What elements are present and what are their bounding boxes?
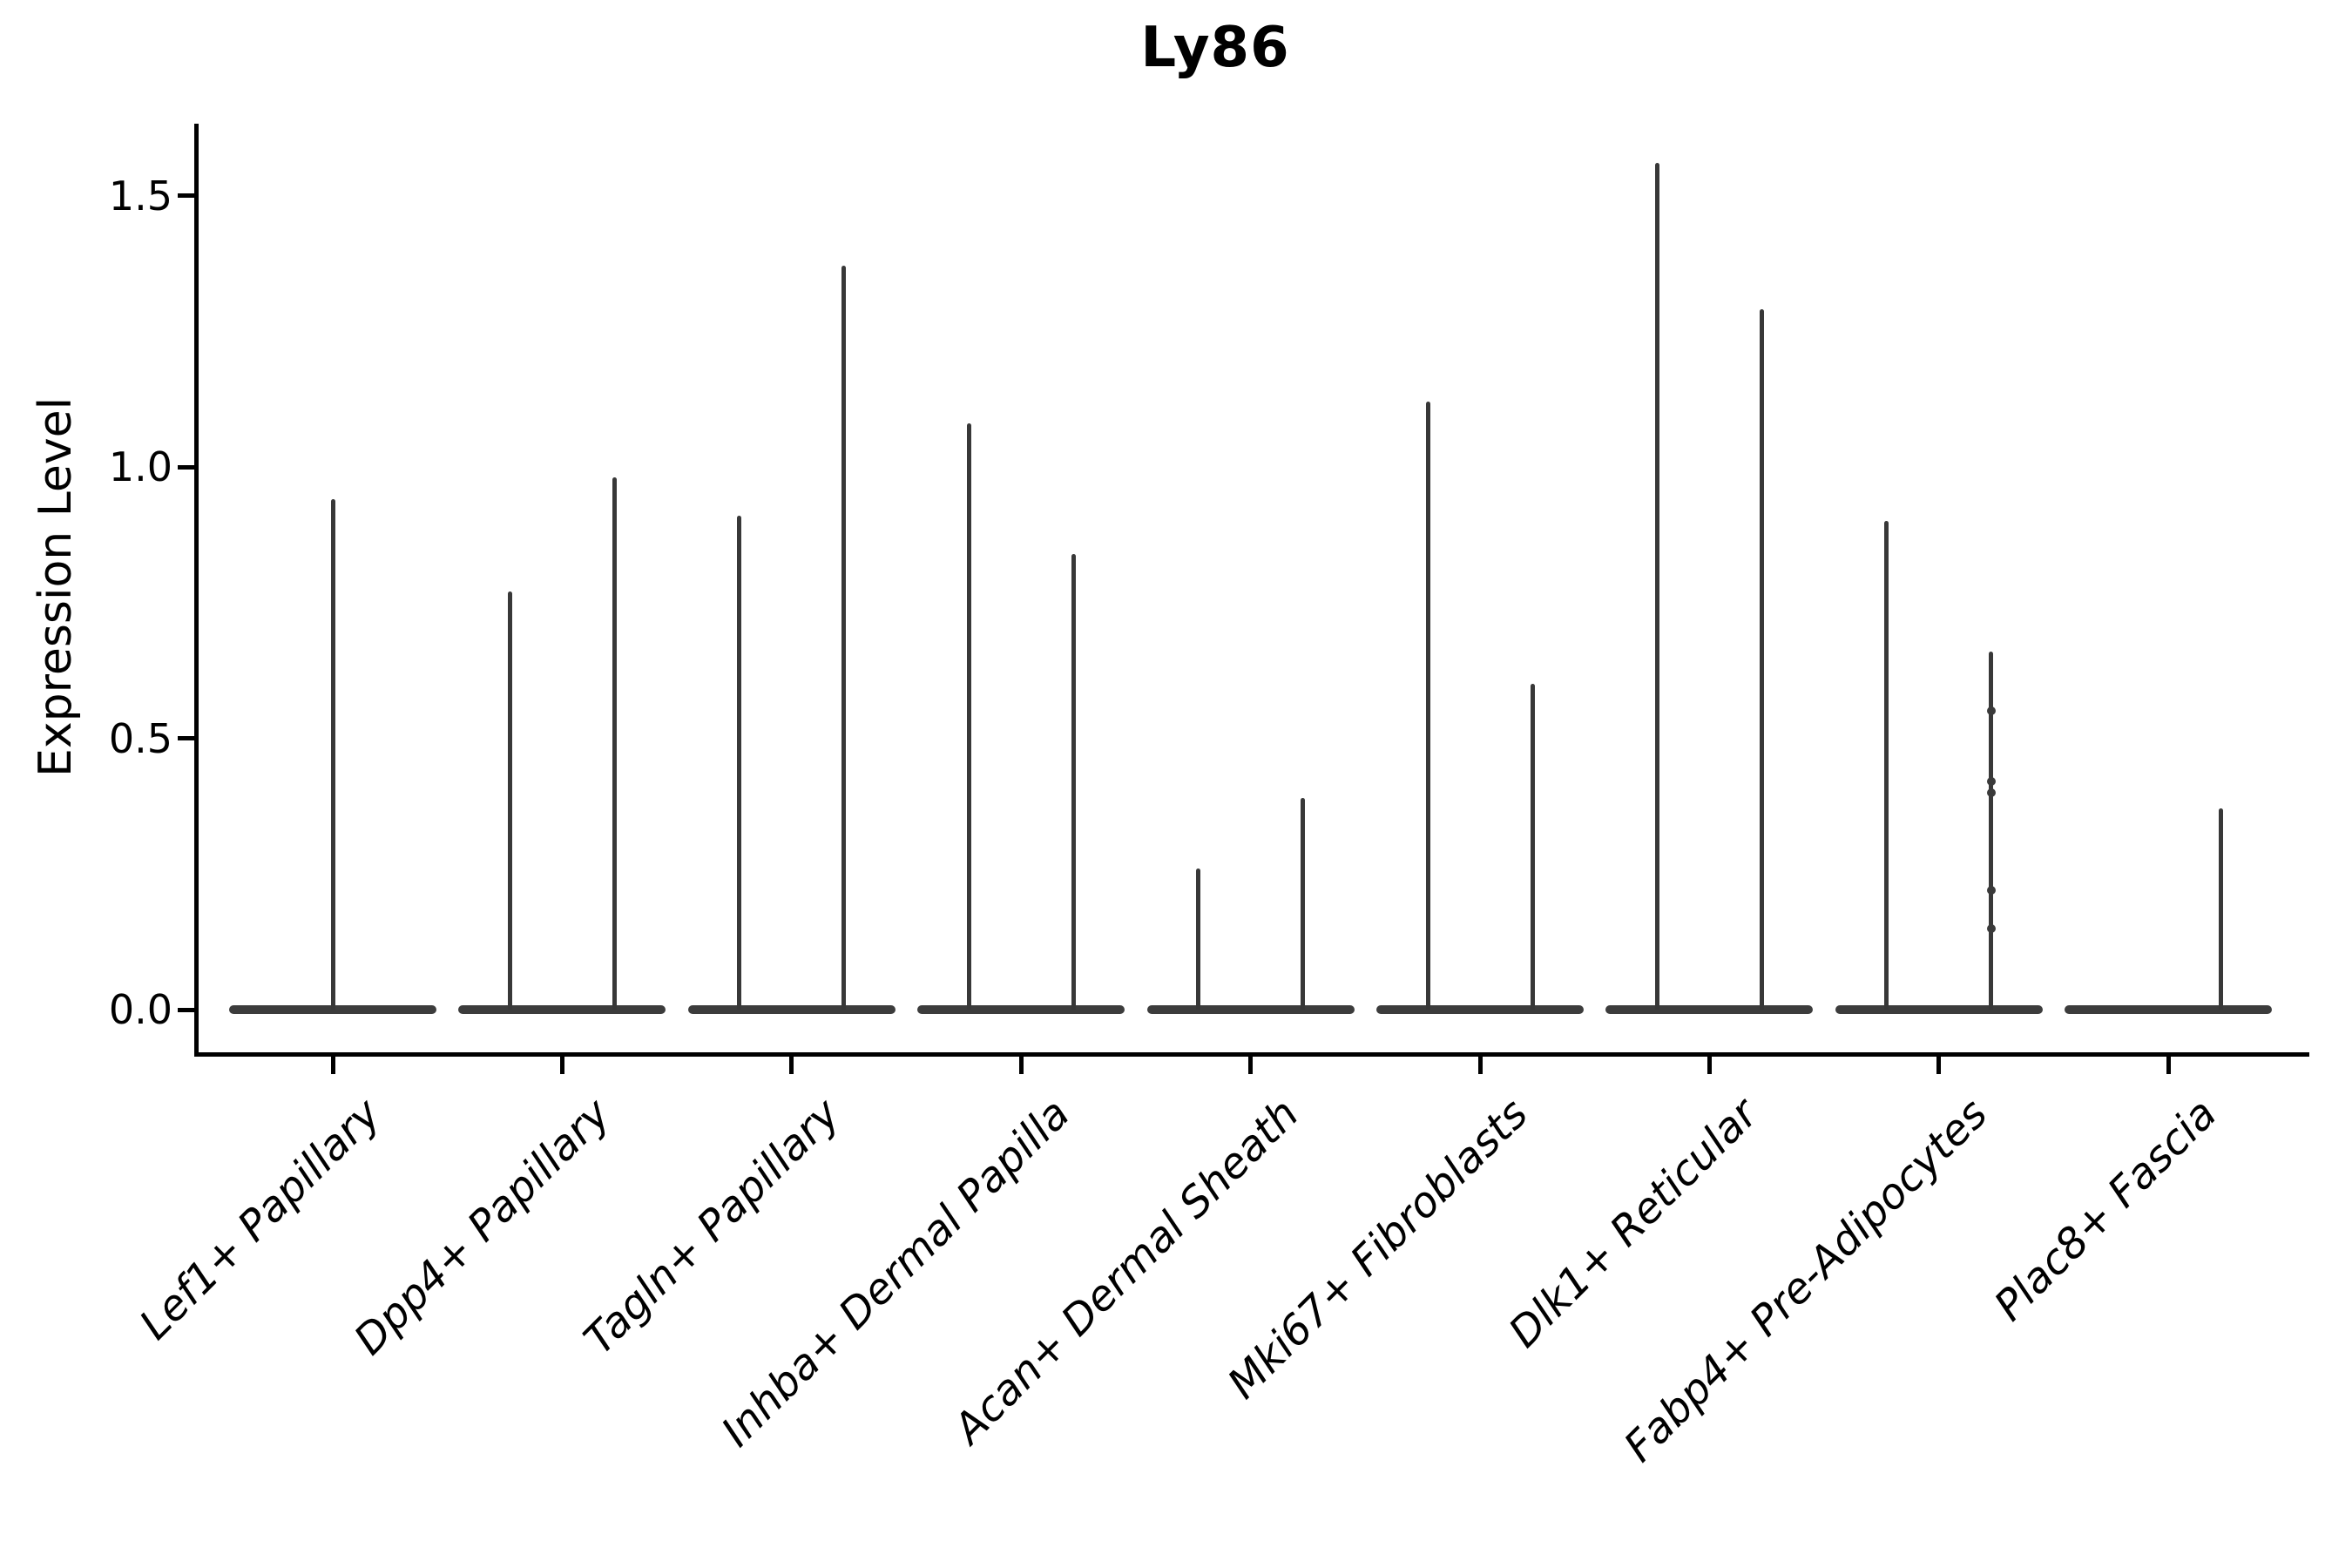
- violin-spike: [2218, 808, 2223, 1010]
- violin-base: [229, 1005, 436, 1014]
- violin-spike: [330, 499, 335, 1010]
- x-tick-label: Plac8+ Fascia: [1984, 1089, 2227, 1331]
- y-tick-mark: [178, 736, 194, 740]
- violin-base: [1605, 1005, 1814, 1014]
- violin-base: [2065, 1005, 2273, 1014]
- violin-base: [458, 1005, 666, 1014]
- x-tick-label: Lef1+ Papillary: [131, 1089, 391, 1349]
- y-tick-label: 0.0: [108, 986, 172, 1033]
- violin-base: [1146, 1005, 1355, 1014]
- x-tick-mark: [559, 1057, 564, 1074]
- y-axis-line: [194, 124, 199, 1057]
- violin-spike: [1884, 521, 1889, 1010]
- expression-dot: [1986, 885, 1996, 895]
- violin-spike: [1654, 163, 1659, 1010]
- x-tick-label: Dpp4+ Papillary: [344, 1089, 620, 1365]
- violin-spike: [1071, 553, 1076, 1010]
- chart-title: Ly86: [1140, 16, 1290, 80]
- expression-dot: [1986, 777, 1996, 787]
- violin-base: [1835, 1005, 2043, 1014]
- violin-spike: [1301, 798, 1306, 1010]
- x-tick-label: Tagln+ Papillary: [574, 1089, 849, 1364]
- x-tick-label: Dlk1+ Reticular: [1499, 1089, 1767, 1357]
- y-tick-label: 1.0: [108, 443, 172, 490]
- violin-spike: [737, 516, 742, 1010]
- y-tick-mark: [178, 464, 194, 470]
- violin-spike: [507, 591, 512, 1010]
- y-axis-title: Expression Level: [30, 396, 82, 778]
- y-tick-label: 1.5: [108, 172, 172, 220]
- violin-spike: [841, 266, 847, 1010]
- y-tick-label: 0.5: [108, 714, 172, 762]
- violin-base: [1376, 1005, 1584, 1014]
- expression-dot: [1986, 787, 1996, 797]
- y-tick-mark: [178, 193, 194, 198]
- violin-base: [917, 1005, 1125, 1014]
- violin-base: [687, 1005, 896, 1014]
- violin-spike: [1989, 651, 1994, 1010]
- x-axis-line: [194, 1052, 2309, 1057]
- x-tick-mark: [1477, 1057, 1483, 1074]
- x-tick-label: Fabp4+ Pre-Adipocytes: [1614, 1089, 1997, 1472]
- violin-spike: [1196, 868, 1201, 1010]
- x-tick-mark: [789, 1057, 794, 1074]
- violin-spike: [612, 477, 617, 1010]
- x-tick-mark: [1248, 1057, 1254, 1074]
- violin-spike: [966, 423, 971, 1010]
- violin-spike: [1425, 402, 1430, 1010]
- expression-dot: [1986, 923, 1996, 933]
- x-tick-mark: [2166, 1057, 2171, 1074]
- violin-spike: [1759, 309, 1764, 1010]
- violin-spike: [1530, 684, 1535, 1010]
- expression-dot: [1986, 706, 1996, 716]
- x-tick-mark: [1018, 1057, 1024, 1074]
- x-tick-mark: [330, 1057, 335, 1074]
- x-tick-mark: [1936, 1057, 1942, 1074]
- y-tick-mark: [178, 1007, 194, 1012]
- x-tick-mark: [1707, 1057, 1712, 1074]
